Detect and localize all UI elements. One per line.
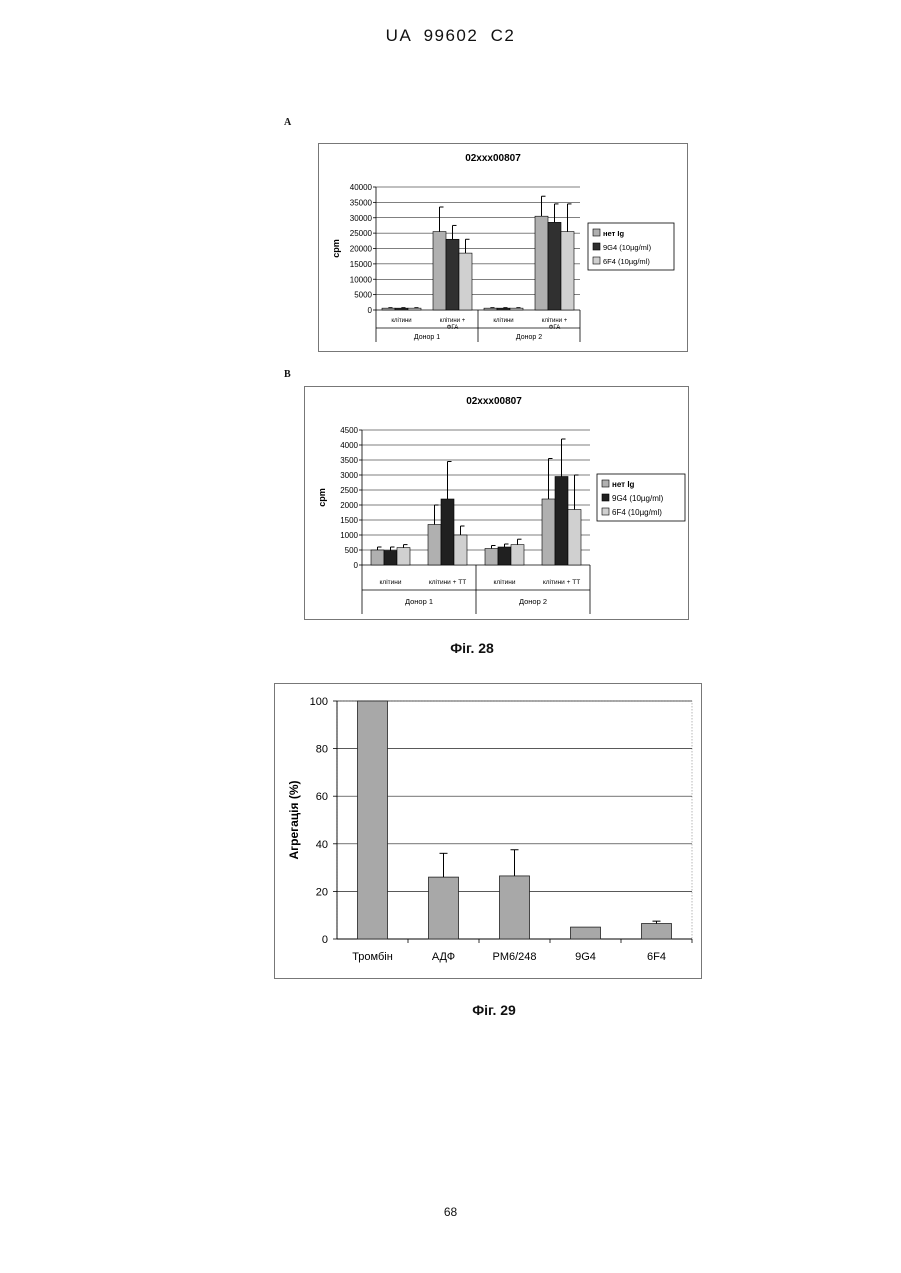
group-label: Донор 1 [405,597,433,606]
y-tick-label: 500 [345,546,359,555]
bar [511,545,524,565]
chart-title: 02xxx00807 [466,396,522,407]
bar [358,701,388,939]
page-number: 68 [0,1205,901,1219]
bar [548,222,561,310]
bar [498,547,511,565]
x-tick-label: Тромбін [352,951,393,963]
y-tick-label: 4000 [340,441,358,450]
x-tick-label: клітини [380,578,402,586]
bar [500,876,530,939]
legend-swatch [593,229,600,236]
legend-label: 6F4 (10µg/ml) [612,508,662,517]
bar [428,525,441,566]
bar [408,308,421,310]
legend-swatch [602,494,609,501]
bar [555,477,568,566]
x-tick-label: клітини [494,578,516,586]
y-tick-label: 0 [322,934,328,946]
y-axis-label: cpm [331,239,341,258]
chart-panel-a: 02xxx00807 0 5000 10000 15000 20000 25000 30000… [318,143,688,352]
legend-swatch [602,480,609,487]
y-tick-label: 35000 [350,198,373,207]
y-tick-label: 40000 [350,183,373,192]
group-label: Донор 1 [414,334,440,341]
bar [382,308,395,310]
panel-a-label: A [284,117,291,128]
x-tick-label: АДФ [432,951,455,963]
legend-swatch [602,508,609,515]
chart-fig-29: 0 20 40 60 80 100 Агрегація (%) Тромбін АДФ PM6/2… [274,683,702,979]
x-tick-label: PM6/248 [492,951,536,963]
y-tick-label: 10000 [350,275,373,284]
y-tick-label: 5000 [354,291,372,300]
y-axis-label: Агрегація (%) [287,780,301,859]
bar [561,232,574,310]
chart-title: 02xxx00807 [465,153,521,164]
bar [397,548,410,565]
figure-28-caption: Фіг. 28 [0,640,901,656]
bar [429,877,459,939]
bar [371,550,384,565]
legend-label: нет Ig [603,229,624,238]
y-tick-label: 15000 [350,260,373,269]
y-tick-label: 0 [354,561,359,570]
y-tick-label: 2000 [340,501,358,510]
legend-label: 9G4 (10µg/ml) [612,494,664,503]
y-tick-label: 60 [316,791,328,803]
group-label: Донор 2 [516,334,542,341]
bar [485,549,498,566]
panel-b-label: B [284,369,291,380]
group-label: Донор 2 [519,597,547,606]
legend-swatch [593,257,600,264]
y-tick-label: 25000 [350,229,373,238]
bar [568,510,581,566]
legend-label: 6F4 (10µg/ml) [603,257,650,266]
bar [484,308,497,310]
y-tick-label: 40 [316,839,328,851]
y-tick-label: 0 [368,306,373,315]
y-tick-label: 2500 [340,486,358,495]
y-tick-label: 20000 [350,245,373,254]
x-tick-label: клітини [391,318,411,324]
bar [497,308,510,310]
x-tick-label: клітини + ТТ [429,578,466,586]
bar [542,499,555,565]
x-tick-label: 9G4 [575,951,596,963]
legend-label: нет Ig [612,480,635,489]
y-tick-label: 3000 [340,471,358,480]
bar [446,239,459,310]
x-tick-label: клітини + [440,318,466,324]
y-tick-label: 4500 [340,426,358,435]
y-tick-label: 80 [316,744,328,756]
x-tick-label: клітини + [542,318,568,324]
legend-label: 9G4 (10µg/ml) [603,243,652,252]
bar [642,924,672,939]
x-tick-label: 6F4 [647,951,666,963]
y-tick-label: 20 [316,886,328,898]
y-axis-label: cpm [317,488,327,507]
bar [459,253,472,310]
bar [571,927,601,939]
x-tick-label: клітини + ТТ [543,578,580,586]
bar [441,499,454,565]
figure-29-caption: Фіг. 29 [0,1002,901,1018]
bar [433,232,446,310]
patent-header: UA 99602 C2 [0,26,901,46]
y-tick-label: 3500 [340,456,358,465]
y-tick-label: 30000 [350,214,373,223]
bar [510,308,523,310]
x-tick-label: клітини [493,318,513,324]
bar [384,551,397,565]
chart-panel-b: 02xxx00807 0 500 1000 1500 2000 2500 3000 3500 40… [304,386,689,620]
y-tick-label: 100 [310,696,328,708]
bar [454,535,467,565]
y-tick-label: 1500 [340,516,358,525]
y-tick-label: 1000 [340,531,358,540]
bar [535,216,548,310]
legend-swatch [593,243,600,250]
bar [395,308,408,310]
